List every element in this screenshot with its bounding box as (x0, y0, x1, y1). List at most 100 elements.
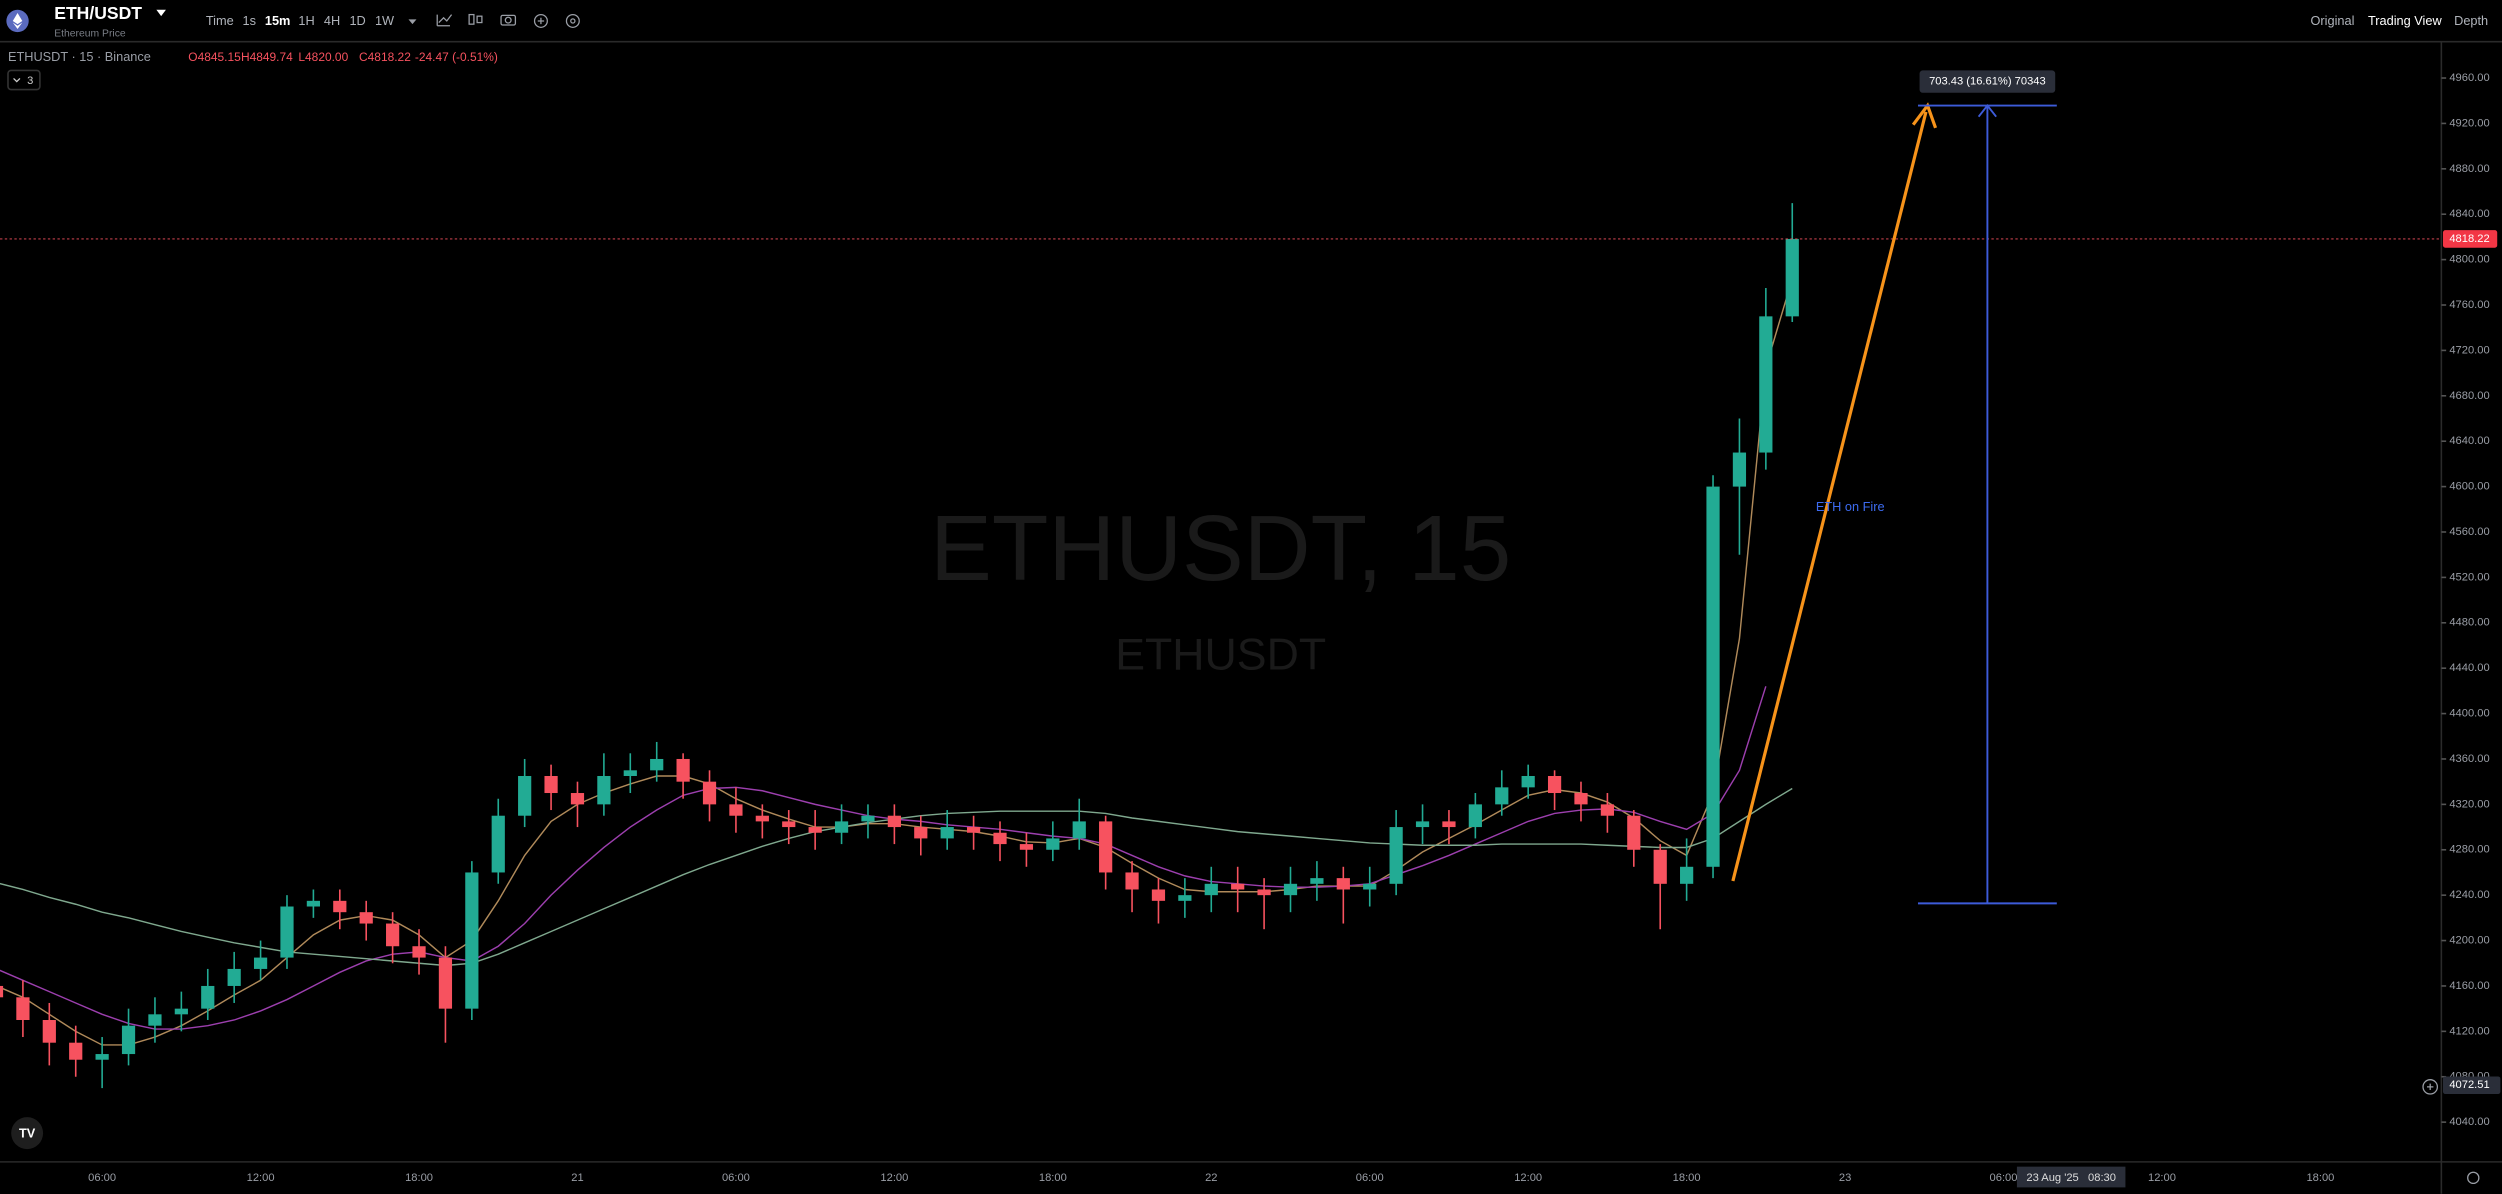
symbol-dropdown[interactable] (156, 9, 166, 17)
candle-body (491, 815, 505, 873)
indicator-toggle[interactable] (7, 69, 41, 91)
tv-logo[interactable] (11, 1117, 44, 1150)
interval-button[interactable]: 1D (349, 13, 365, 28)
add-icon[interactable] (533, 13, 548, 28)
candle-body (1415, 821, 1430, 828)
candle-body (544, 775, 558, 794)
candle-body (1099, 821, 1113, 873)
candle-body (782, 821, 796, 828)
y-tick-label: 4600.00 (2449, 481, 2489, 493)
candle-body (1495, 787, 1509, 805)
candle-body (597, 775, 611, 805)
settings-gear[interactable] (2467, 1171, 2480, 1185)
x-tick-label: 21 (571, 1172, 583, 1184)
x-tick-label: 18:00 (405, 1172, 433, 1184)
y-tick-label: 4680.00 (2449, 390, 2489, 402)
indicator-count: 3 (27, 75, 33, 87)
chart-type-icon[interactable] (468, 13, 475, 25)
view-switch: Original Trading View Depth (2311, 13, 2489, 28)
legend-change: -24.47 (-0.51%) (415, 50, 498, 64)
x-tick-label: 12:00 (1514, 1172, 1542, 1184)
candle-body (412, 946, 426, 958)
candle-body (993, 832, 1007, 845)
candle-body (518, 775, 532, 816)
indicator-icon[interactable] (436, 14, 453, 27)
candle-body (1178, 895, 1192, 901)
interval-button[interactable]: 1W (375, 13, 394, 28)
crosshair-time-box (2016, 1166, 2126, 1188)
indicator-chevron (13, 77, 21, 83)
candle-body (121, 1025, 136, 1055)
candle-body (16, 997, 30, 1021)
y-tick-label: 4560.00 (2449, 526, 2489, 538)
candle-body (1125, 872, 1139, 890)
candle-body (623, 770, 637, 776)
last-price-label: 4818.22 (2449, 233, 2489, 245)
last-price-tag (2442, 230, 2498, 248)
add-cross (537, 17, 545, 25)
measure-label-box (1919, 70, 2056, 93)
interval-button[interactable]: 1H (298, 13, 314, 28)
symbol[interactable]: ETH/USDT (54, 3, 142, 23)
view-button[interactable]: Depth (2454, 13, 2488, 28)
legend-low: L4820.00 (298, 50, 348, 64)
legend-high: H4849.74 (241, 50, 293, 64)
y-tick-label: 4880.00 (2449, 163, 2489, 175)
camera-icon[interactable] (500, 14, 517, 26)
candle-body (1521, 775, 1535, 788)
more-intervals[interactable] (408, 19, 417, 25)
y-tick-label: 4920.00 (2449, 117, 2489, 129)
x-tick-label: 06:00 (88, 1172, 116, 1184)
settings-dot (570, 18, 576, 24)
y-tick-label: 4520.00 (2449, 571, 2489, 583)
candle-body (1363, 883, 1377, 890)
note-label[interactable]: ETH on Fire (1816, 499, 1885, 514)
candle-body (1336, 878, 1350, 890)
legend-symbol: ETHUSDT · 15 · Binance (8, 49, 151, 64)
candle-body (1785, 238, 1799, 317)
y-tick-label: 4400.00 (2449, 708, 2489, 720)
x-tick-label: 23 (1839, 1172, 1851, 1184)
moving-average (0, 686, 1767, 1030)
candle-body (1442, 821, 1456, 828)
candle-body (438, 957, 453, 1009)
settings-icon[interactable] (565, 13, 580, 28)
view-button[interactable]: Trading View (2368, 13, 2442, 28)
y-tick-label: 4640.00 (2449, 435, 2489, 447)
x-tick-label: 18:00 (1673, 1172, 1701, 1184)
candle-body (1046, 838, 1060, 850)
candle-body (174, 1008, 188, 1015)
y-tick-label: 4800.00 (2449, 254, 2489, 266)
y-tick-label: 4480.00 (2449, 617, 2489, 629)
candle-body (306, 900, 320, 907)
interval-button[interactable]: Time (206, 13, 234, 28)
x-tick-label: 06:00 (1990, 1172, 2018, 1184)
candle-body (0, 985, 4, 998)
candle-body (359, 912, 373, 924)
y-tick-label: 4840.00 (2449, 208, 2489, 220)
candle-body (1759, 316, 1773, 453)
x-tick-label: 06:00 (1356, 1172, 1384, 1184)
crosshair-time: 23 Aug '25 08:30 (2026, 1172, 2116, 1184)
interval-button[interactable]: 1s (243, 13, 256, 28)
x-tick-label: 06:00 (722, 1172, 750, 1184)
interval-button[interactable]: 4H (324, 13, 340, 28)
watermark-subtitle: ETHUSDT (1115, 630, 1326, 679)
candle-body (650, 758, 664, 771)
crosshair-add[interactable] (2422, 1079, 2439, 1095)
candle-body (280, 906, 294, 958)
view-button[interactable]: Original (2311, 13, 2355, 28)
candle-body (1072, 821, 1086, 839)
x-tick-label: 22 (1205, 1172, 1217, 1184)
candle-body (1389, 827, 1403, 884)
trend-arrow[interactable] (1731, 111, 1928, 882)
interval-button[interactable]: 15m (265, 13, 291, 28)
candle-body (1204, 883, 1218, 896)
candle-body (1706, 486, 1720, 867)
candle-body (1257, 889, 1271, 896)
candle-body (1600, 804, 1615, 816)
candle-body (887, 815, 901, 828)
candle-body (333, 900, 347, 913)
interval-bar: Time 1s 15m 1H 4H 1D 1W (206, 13, 394, 28)
